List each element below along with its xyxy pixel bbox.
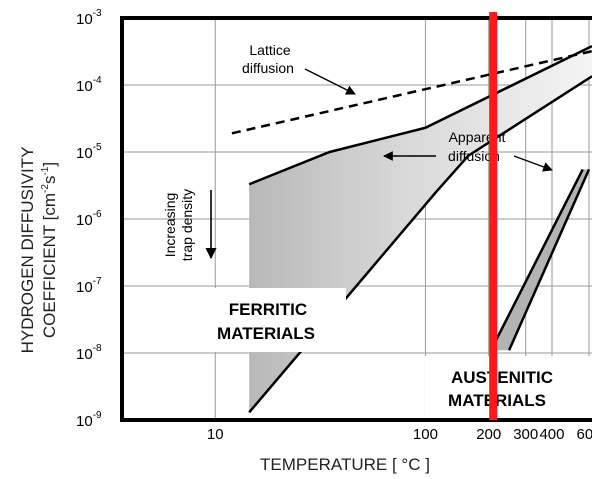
austenitic-lower-boundary — [507, 168, 591, 351]
y-tick-label: 10-8 — [76, 343, 102, 363]
austenitic-label-line1: AUSTENITIC — [451, 368, 553, 387]
lattice-pointer — [304, 68, 356, 95]
lattice-diffusion-line — [231, 49, 592, 135]
austenitic-label-bg — [425, 356, 592, 420]
y-tick-label: 10-5 — [76, 142, 102, 162]
y-tick-label: 10-6 — [76, 209, 102, 229]
ferritic-upper-boundary — [248, 45, 592, 186]
axes-frame — [120, 16, 592, 422]
y-axis-label-line1: HYDROGEN DIFFUSIVITY — [18, 147, 37, 354]
x-tick-label: 400 — [539, 426, 564, 443]
x-tick-label: 300 — [513, 426, 538, 443]
series — [231, 49, 592, 135]
y-tick-label: 10-9 — [76, 410, 102, 430]
y-tick-label: 10-3 — [76, 8, 102, 28]
trap-density-label: Increasing trap density — [162, 189, 195, 261]
label-backgrounds — [186, 288, 592, 420]
x-tick-label: 10 — [207, 426, 224, 443]
x-tick-label: 100 — [413, 426, 438, 443]
austenitic-upper-boundary — [489, 168, 584, 351]
trap-label-line1: Increasing — [162, 193, 178, 258]
trap-label-line2: trap density — [179, 189, 195, 261]
ferritic-label-bg — [186, 288, 346, 352]
apparent-pointer-right — [513, 155, 553, 172]
x-tick-label: 200 — [476, 426, 501, 443]
apparent-label-line2: diffusion — [448, 148, 500, 164]
x-tick-label: 600 — [576, 426, 592, 443]
lattice-label-line2: diffusion — [242, 60, 294, 76]
ferritic-label-line2: MATERIALS — [217, 324, 315, 343]
y-axis-label: HYDROGEN DIFFUSIVITY COEFFICIENT [cm-2s-… — [18, 147, 59, 354]
y-axis-label-line2: COEFFICIENT [cm-2s-1] — [40, 162, 59, 338]
y-tick-label: 10-7 — [76, 276, 102, 296]
plot-frame — [120, 16, 592, 422]
lattice-label-line1: Lattice — [249, 42, 290, 58]
x-axis-label: TEMPERATURE [ °C ] — [260, 455, 430, 474]
ferritic-label-line1: FERRITIC — [229, 300, 307, 319]
y-tick-label: 10-4 — [76, 75, 102, 95]
ferritic-band — [249, 46, 592, 413]
austenitic-band — [490, 169, 590, 351]
